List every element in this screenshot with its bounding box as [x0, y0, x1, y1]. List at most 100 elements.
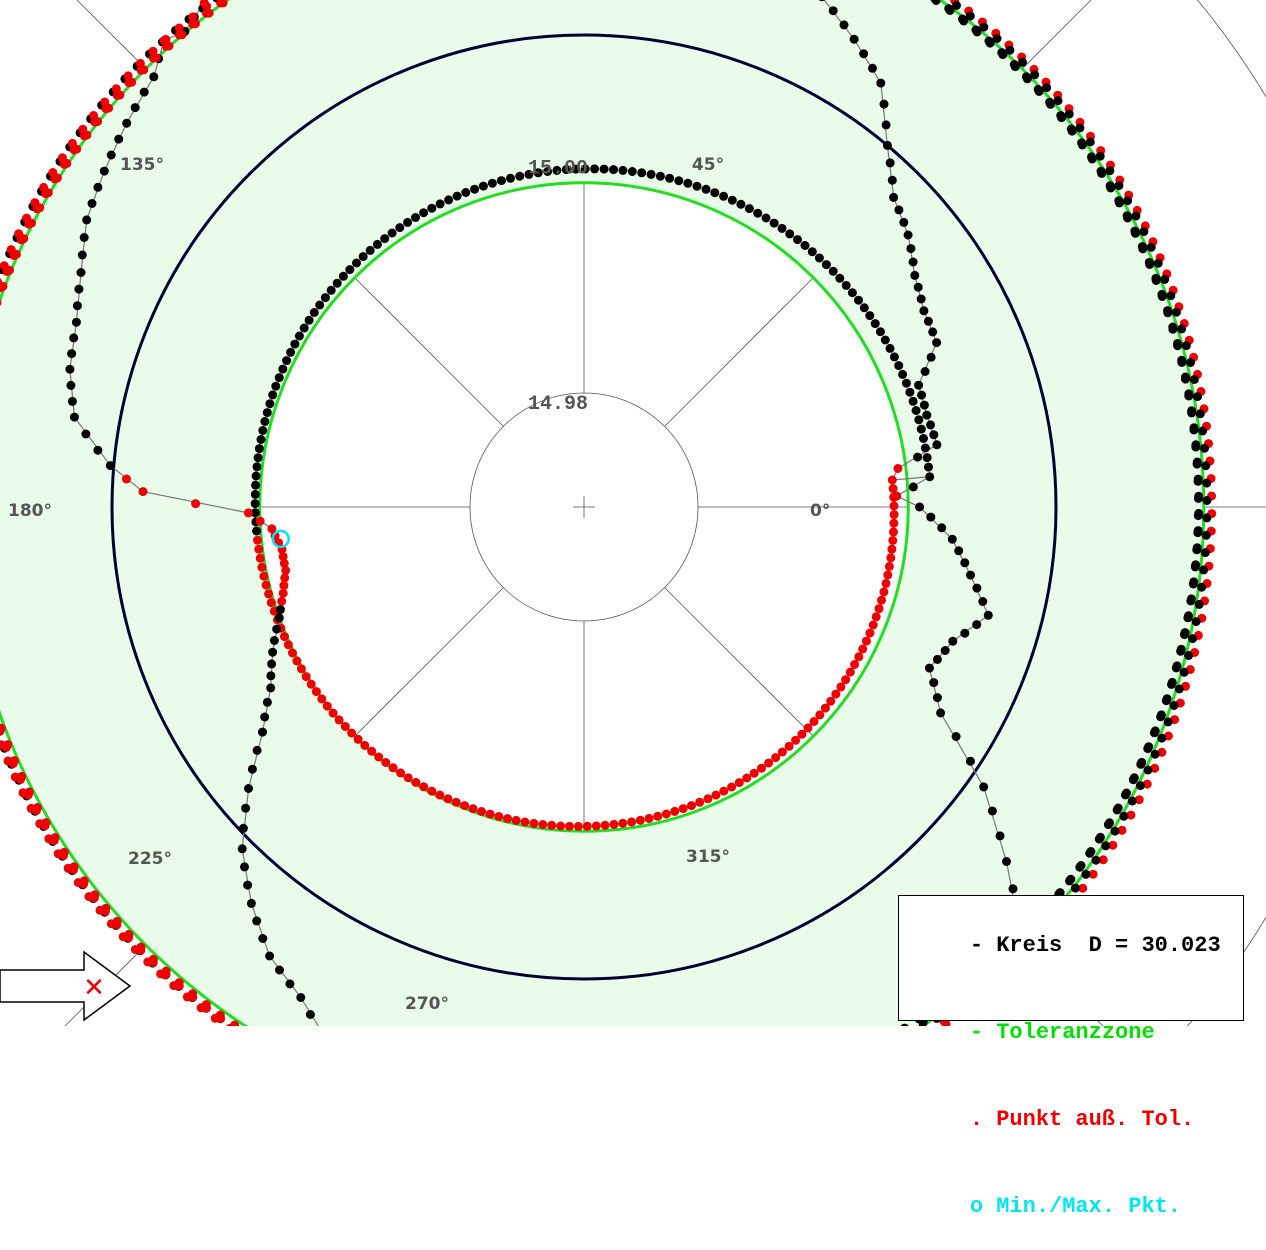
measured-point: [1157, 290, 1166, 299]
measured-point: [82, 215, 91, 224]
out-of-tolerance-point: [9, 759, 18, 768]
out-of-tolerance-point: [216, 1014, 225, 1023]
measured-point: [260, 713, 269, 722]
measured-point: [1200, 444, 1209, 453]
out-of-tolerance-point: [360, 741, 369, 750]
measured-point: [106, 461, 115, 470]
out-of-tolerance-point: [259, 572, 268, 581]
measured-point: [1123, 196, 1132, 205]
out-of-tolerance-point: [592, 821, 601, 830]
measured-point: [1106, 181, 1115, 190]
out-of-tolerance-point: [889, 493, 898, 502]
measured-point: [453, 192, 462, 201]
measured-point: [905, 388, 914, 397]
measured-point: [1144, 766, 1153, 775]
measured-point: [842, 281, 851, 290]
measured-point: [254, 453, 263, 462]
legend-label: Kreis D = 30.023: [996, 933, 1220, 958]
measured-point: [251, 481, 260, 490]
measured-point: [762, 214, 771, 223]
measured-point: [656, 172, 665, 181]
measured-point: [266, 683, 275, 692]
measured-point: [912, 406, 921, 415]
out-of-tolerance-point: [404, 773, 413, 782]
out-of-tolerance-point: [122, 475, 131, 484]
measured-point: [380, 234, 389, 243]
out-of-tolerance-point: [41, 821, 50, 830]
out-of-tolerance-point: [297, 664, 306, 673]
measured-point: [149, 72, 158, 81]
out-of-tolerance-point: [419, 782, 428, 791]
measured-point: [881, 336, 890, 345]
out-of-tolerance-point: [636, 816, 645, 825]
measured-point: [600, 165, 609, 174]
measured-point: [1111, 827, 1120, 836]
out-of-tolerance-point: [16, 775, 25, 784]
out-of-tolerance-point: [202, 1003, 211, 1012]
measured-point: [894, 205, 903, 214]
out-of-tolerance-point: [512, 816, 521, 825]
measured-point: [276, 605, 285, 614]
out-of-tolerance-point: [565, 822, 574, 831]
out-of-tolerance-point: [256, 554, 265, 563]
measured-point: [909, 482, 918, 491]
out-of-tolerance-point: [279, 581, 288, 590]
measured-point: [1077, 861, 1086, 870]
out-of-tolerance-point: [60, 160, 69, 169]
angle-label: 270°: [405, 994, 449, 1014]
measured-point: [913, 453, 922, 462]
out-of-tolerance-point: [101, 104, 110, 113]
measured-point: [80, 233, 89, 242]
measured-point: [1022, 72, 1031, 81]
measured-point: [917, 391, 926, 400]
measured-point: [266, 671, 275, 680]
out-of-tolerance-point: [288, 649, 297, 658]
measured-point: [997, 48, 1006, 57]
out-of-tolerance-point: [435, 791, 444, 800]
measured-point: [515, 172, 524, 181]
measured-point: [1177, 324, 1186, 333]
measured-point: [122, 119, 131, 128]
measured-point: [68, 397, 77, 406]
measured-point: [1071, 884, 1080, 893]
measured-point: [1199, 565, 1208, 574]
measured-point: [921, 367, 930, 376]
legend-item-min-max: o Min./Max. Pkt.: [917, 1163, 1243, 1250]
measured-point: [70, 413, 79, 422]
measured-point: [1182, 341, 1191, 350]
measured-point: [910, 271, 919, 280]
measured-point: [922, 411, 931, 420]
measured-point: [728, 196, 737, 205]
legend-item-circle: - Kreis D = 30.023: [917, 902, 1243, 989]
out-of-tolerance-point: [175, 30, 184, 39]
out-of-tolerance-point: [679, 804, 688, 813]
measured-point: [941, 646, 950, 655]
legend-marker: -: [970, 1020, 983, 1045]
measured-point: [1105, 166, 1114, 175]
out-of-tolerance-point: [653, 812, 662, 821]
out-of-tolerance-point: [101, 907, 110, 916]
measured-point: [702, 185, 711, 194]
out-of-tolerance-point: [885, 562, 894, 571]
measured-point: [1077, 138, 1086, 147]
measured-point: [924, 317, 933, 326]
measured-point: [300, 324, 309, 333]
measured-point: [1198, 427, 1207, 436]
out-of-tolerance-point: [381, 758, 390, 767]
measured-point: [1147, 243, 1156, 252]
measured-point: [1151, 274, 1160, 283]
measured-point: [1186, 358, 1195, 367]
out-of-tolerance-point: [687, 801, 696, 810]
measured-point: [285, 979, 294, 988]
measured-point: [919, 434, 928, 443]
measured-point: [93, 446, 102, 455]
measured-point: [268, 390, 277, 399]
measured-point: [1096, 833, 1105, 842]
measured-point: [1130, 227, 1139, 236]
out-of-tolerance-point: [703, 794, 712, 803]
measured-point: [1163, 694, 1172, 703]
measured-point: [286, 348, 295, 357]
out-of-tolerance-point: [292, 657, 301, 666]
measured-point: [295, 332, 304, 341]
measured-point: [960, 558, 969, 567]
